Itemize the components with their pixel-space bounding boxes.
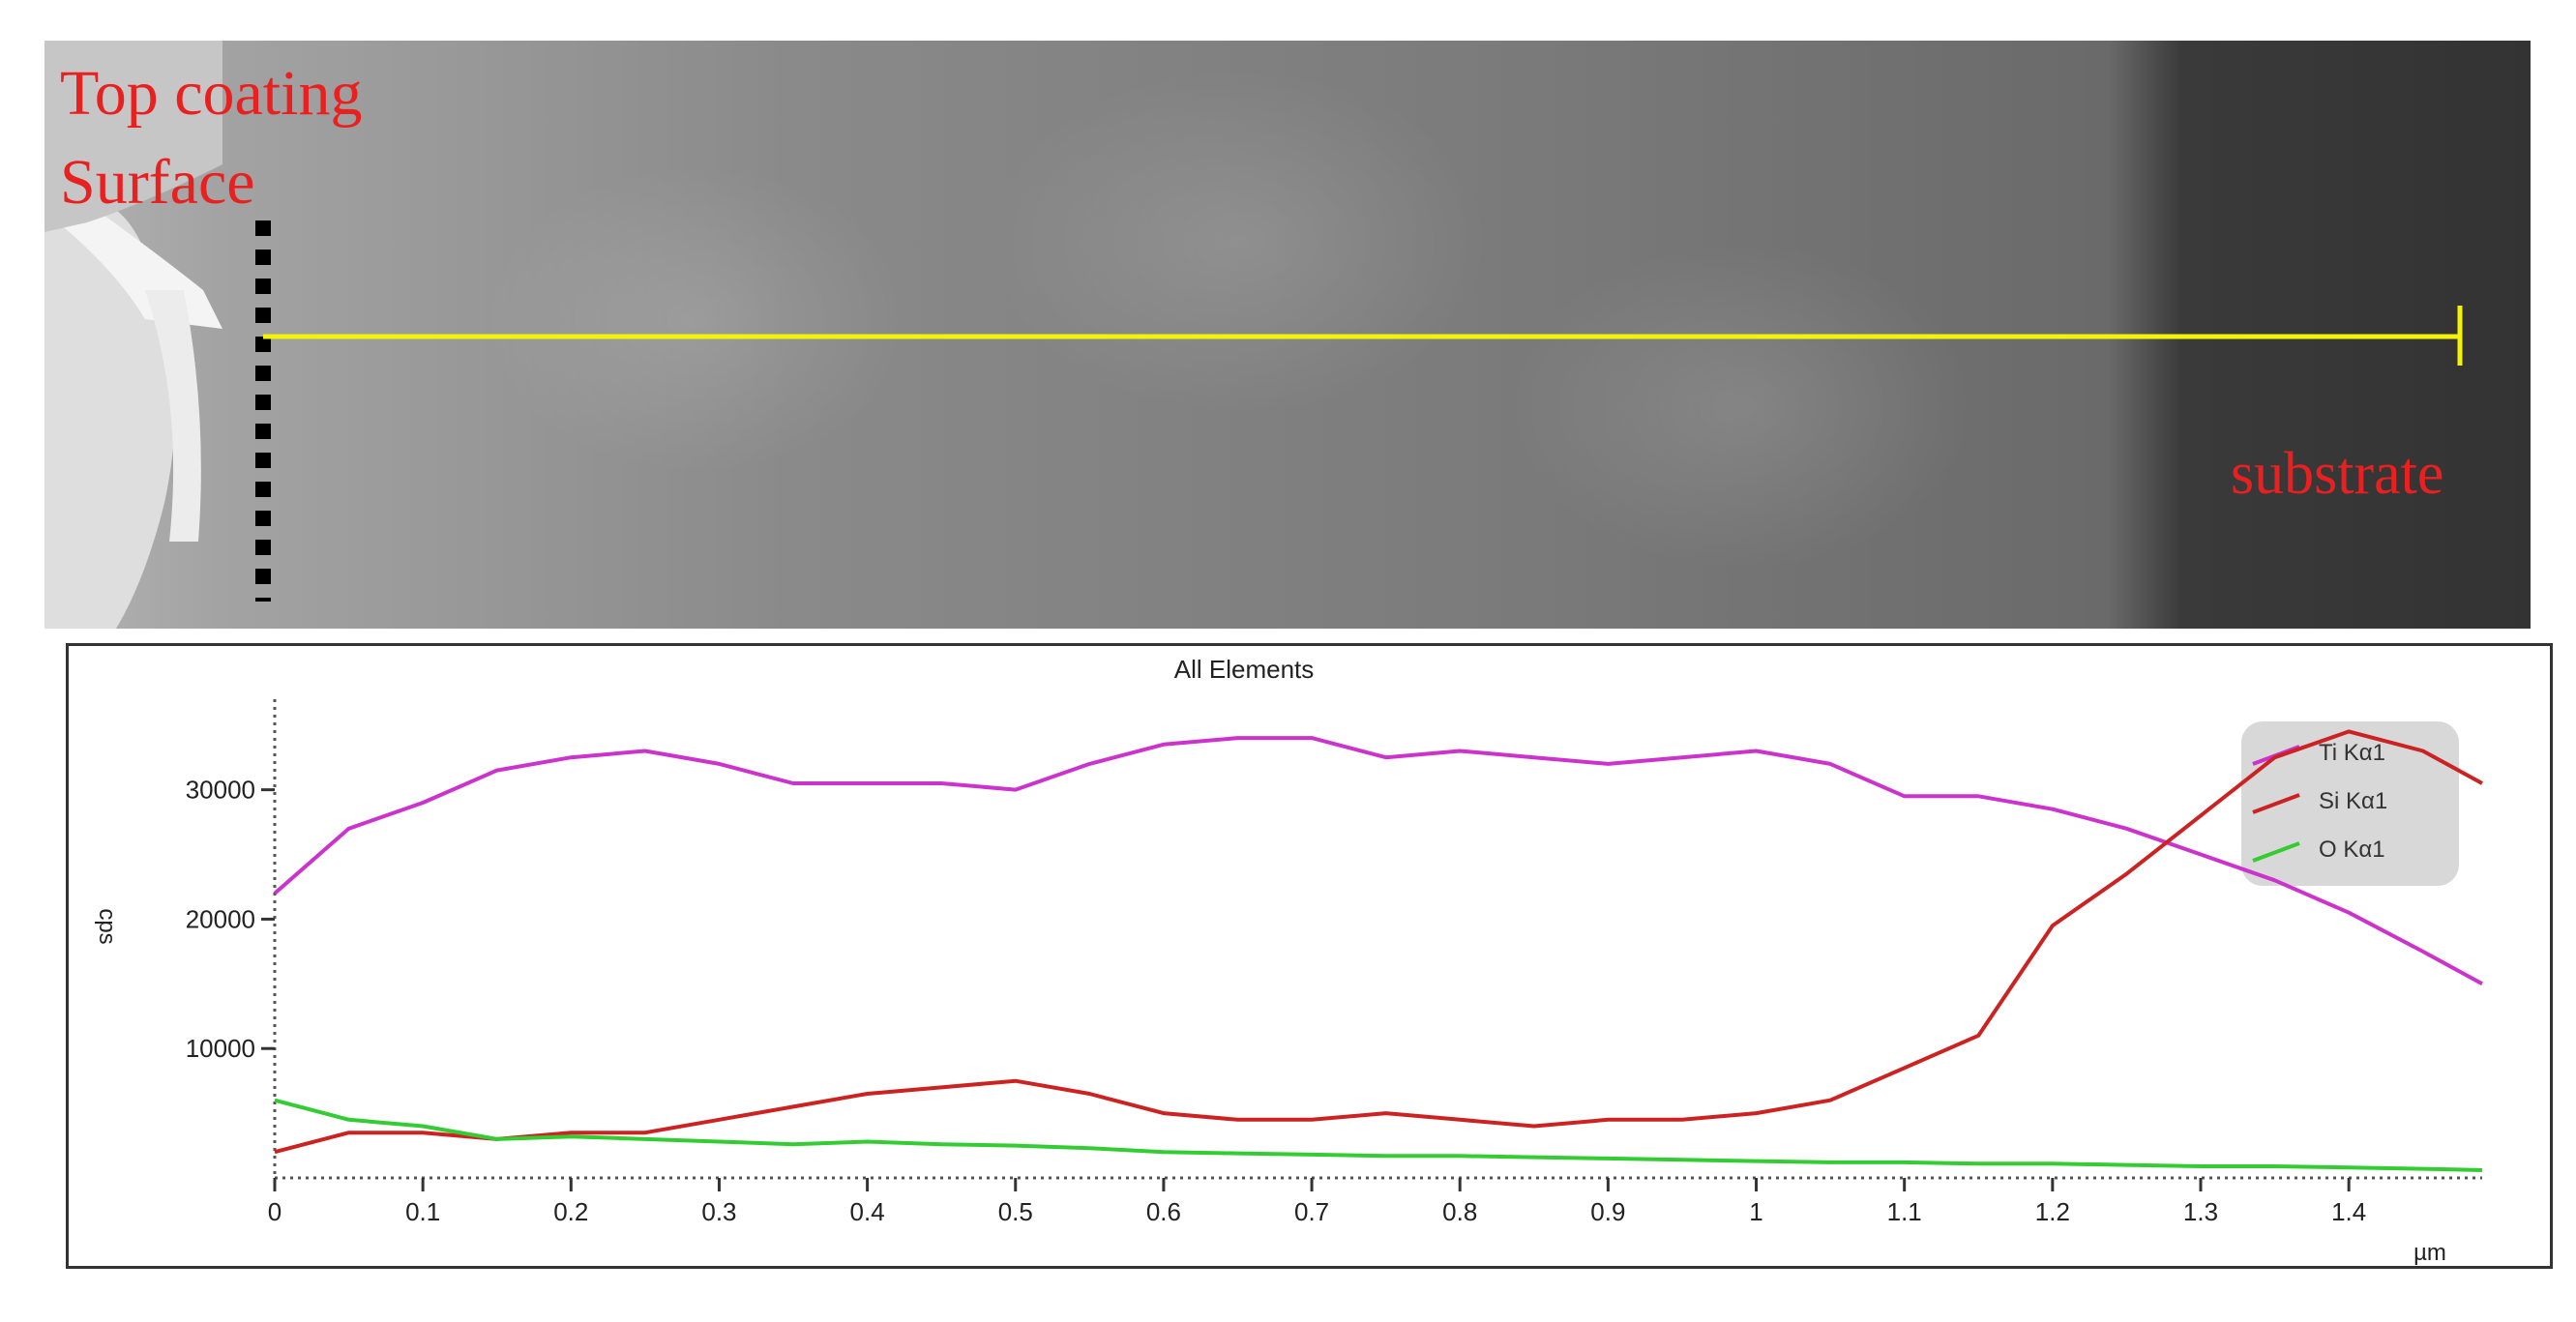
x-tick-label: 0.2: [553, 1197, 588, 1226]
legend-label: Ti Kα1: [2319, 740, 2385, 766]
legend-swatch: [2252, 793, 2300, 814]
series-group: [273, 729, 2483, 1172]
x-tick-label: 0.8: [1442, 1197, 1477, 1226]
legend-label: O Kα1: [2319, 837, 2385, 863]
x-tick-label: 1: [1749, 1197, 1762, 1226]
label-top-coating: Top coating: [60, 58, 362, 129]
sem-micrograph: Top coating Surface substrate: [44, 41, 2531, 629]
label-surface: Surface: [60, 147, 255, 218]
x-tick-label: 1.2: [2035, 1197, 2070, 1226]
x-tick-label: 0: [268, 1197, 281, 1226]
axes: 10000 20000 30000 0 0.1 0.2 0.3 0.4 0.5 0.6 0.7 0.8…: [186, 699, 2482, 1226]
x-tick-label: 1.3: [2183, 1197, 2218, 1226]
y-tick-label: 20000: [186, 904, 255, 933]
y-tick-label: 30000: [186, 776, 255, 805]
linescan-chart: Ti Kα1 Si Kα1 O Kα1 All Elements cps µm 10…: [66, 643, 2553, 1269]
y-tick-label: 10000: [186, 1034, 255, 1063]
legend-label: Si Kα1: [2319, 788, 2387, 814]
x-tick-label: 0.4: [850, 1197, 885, 1226]
series-line: [274, 729, 2483, 1155]
x-tick-label: 0.6: [1146, 1197, 1181, 1226]
chart-title: All Elements: [1174, 655, 1315, 684]
series-line: [274, 1098, 2483, 1172]
x-tick-label: 0.7: [1294, 1197, 1329, 1226]
x-tick-label: 0.9: [1590, 1197, 1625, 1226]
legend: Ti Kα1 Si Kα1 O Kα1: [2241, 721, 2459, 886]
x-axis-label: µm: [2413, 1240, 2446, 1266]
series-line: [273, 736, 2483, 986]
x-tick-label: 1.4: [2331, 1197, 2366, 1226]
x-tick-label: 1.1: [1887, 1197, 1922, 1226]
x-tick-label: 0.1: [405, 1197, 440, 1226]
x-tick-label: 0.3: [701, 1197, 736, 1226]
x-tick-label: 0.5: [998, 1197, 1033, 1226]
legend-swatch: [2252, 841, 2300, 863]
y-axis-label: cps: [94, 908, 120, 944]
label-substrate: substrate: [2231, 441, 2443, 507]
